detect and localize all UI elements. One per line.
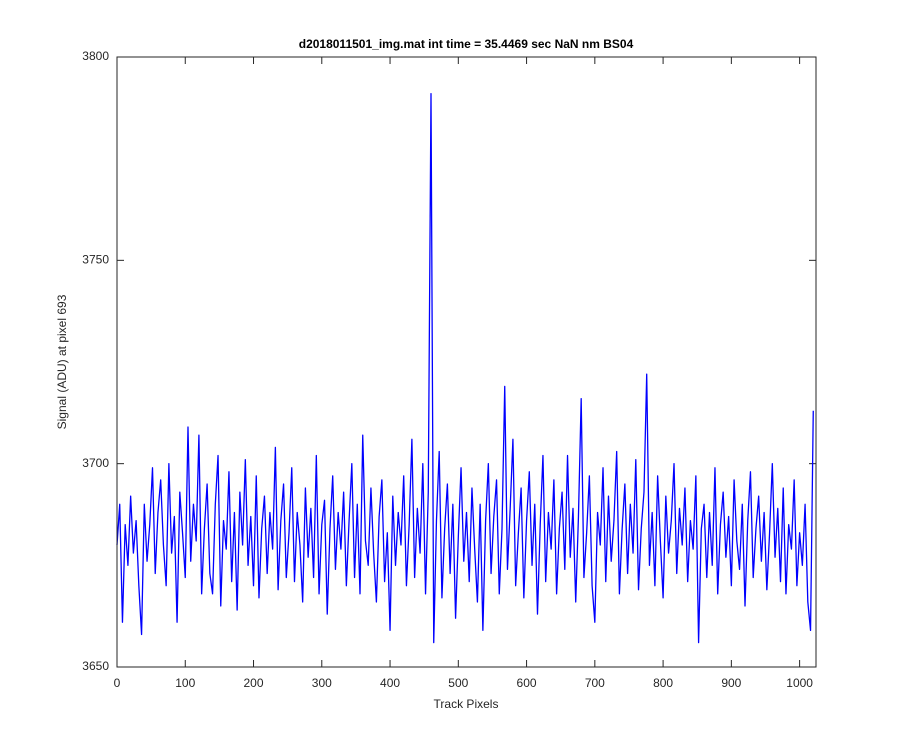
x-tick-label: 1000 — [786, 676, 813, 690]
x-tick-label: 400 — [380, 676, 400, 690]
y-tick-label: 3800 — [82, 49, 109, 63]
y-axis-label: Signal (ADU) at pixel 693 — [55, 294, 69, 429]
x-tick-label: 700 — [585, 676, 605, 690]
x-tick-label: 200 — [244, 676, 264, 690]
x-tick-label: 800 — [653, 676, 673, 690]
x-axis-label: Track Pixels — [434, 697, 499, 711]
y-tick-label: 3650 — [82, 659, 109, 673]
data-line — [116, 92, 814, 644]
x-tick-label: 300 — [312, 676, 332, 690]
y-tick-label: 3750 — [82, 253, 109, 267]
y-tick-label: 3700 — [82, 456, 109, 470]
x-tick-label: 500 — [448, 676, 468, 690]
x-tick-label: 0 — [114, 676, 121, 690]
x-tick-label: 600 — [517, 676, 537, 690]
chart-title: d2018011501_img.mat int time = 35.4469 s… — [299, 37, 634, 51]
axes-box — [116, 56, 817, 668]
x-tick-label: 100 — [175, 676, 195, 690]
x-tick-label: 900 — [721, 676, 741, 690]
